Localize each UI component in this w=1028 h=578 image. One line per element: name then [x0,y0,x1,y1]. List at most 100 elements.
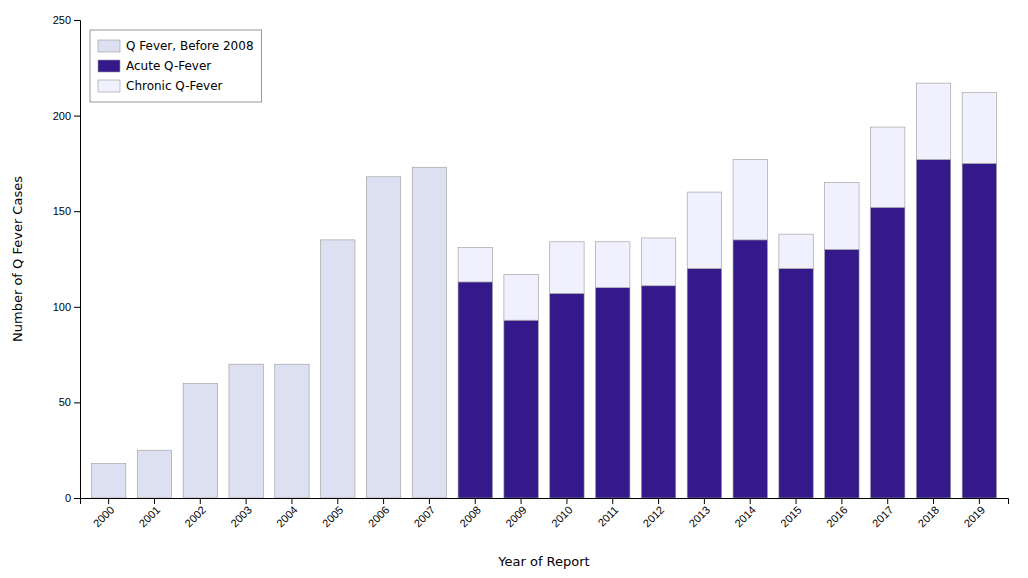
bar [596,242,630,288]
tick-mark [566,498,567,504]
tick-mark [933,498,934,504]
legend-swatch [98,80,120,92]
bar [687,192,721,268]
bar-series [91,167,446,498]
bar [183,383,217,384]
tick-mark [979,498,980,504]
tick-mark [74,307,80,308]
tick-label: 150 [53,205,71,217]
tick-mark [796,498,797,504]
tick: 0 [65,492,80,504]
bar [596,288,630,498]
tick-mark [475,498,476,504]
bar [458,248,492,282]
tick: 2018 [916,498,942,529]
tick-label: 2007 [411,504,437,530]
tick: 2019 [961,498,987,529]
tick-mark [841,498,842,504]
tick-mark [887,498,888,504]
bar [412,167,446,498]
tick-label: 2005 [320,504,346,530]
tick-label: 2014 [732,504,758,530]
tick: 2012 [641,498,667,529]
bar [412,167,446,168]
tick: 2003 [228,498,254,529]
tick-label: 100 [53,301,71,313]
tick-mark [750,498,751,504]
tick-label: 2002 [182,504,208,530]
tick-label: 2016 [824,504,850,530]
chart: 2000200120022003200420052006200720082009… [0,0,1028,578]
x-axis-title: Year of Report [497,554,589,569]
tick-label: 2010 [549,504,575,530]
bar [183,383,217,384]
bar [687,269,721,498]
tick-label: 250 [53,14,71,26]
bar [137,450,171,498]
tick-label: 2013 [686,504,712,530]
bar [779,269,813,498]
bar [458,282,492,498]
tick: 2004 [274,498,300,529]
bar [229,364,263,498]
bar [962,163,996,498]
tick: 2002 [182,498,208,529]
legend-box [90,30,262,102]
bar [550,242,584,294]
bar [183,383,217,498]
tick: 2013 [686,498,712,529]
tick-label: 2001 [136,504,162,530]
tick: 2016 [824,498,850,529]
bar [733,160,767,240]
bar [916,160,950,498]
bar [871,207,905,498]
bar [641,238,675,286]
bar [412,167,446,168]
bar [321,239,355,240]
tick-label: 50 [59,396,71,408]
bar [137,450,171,451]
legend-label: Chronic Q-Fever [126,79,223,93]
bar [366,177,400,498]
tick-label: 2018 [916,504,942,530]
bar [962,93,996,164]
bar [733,240,767,498]
tick-mark [154,498,155,504]
tick-mark [658,498,659,504]
bar-series [458,83,996,320]
tick-mark [200,498,201,504]
tick: 2001 [136,498,162,529]
axis-line [74,21,81,499]
bar [504,274,538,320]
tick-label: 2012 [641,504,667,530]
tick: 2010 [549,498,575,529]
tick: 2015 [778,498,804,529]
bar [91,464,125,498]
tick-mark [74,402,80,403]
bar [641,286,675,498]
tick-label: 2003 [228,504,254,530]
tick-label: 0 [65,492,71,504]
bar [779,234,813,268]
x-axis: 2000200120022003200420052006200720082009… [81,498,1009,529]
tick-label: 2009 [503,504,529,530]
tick-mark [383,498,384,504]
tick-label: 200 [53,110,71,122]
bar [275,364,309,365]
tick: 2005 [320,498,346,529]
axis-line [81,499,1009,505]
bar-series [458,160,996,498]
bar [91,463,125,464]
bar [916,83,950,159]
tick: 150 [53,205,80,217]
tick: 100 [53,301,80,313]
legend-label: Acute Q-Fever [126,59,211,73]
tick-label: 2000 [91,504,117,530]
tick-label: 2011 [595,504,620,529]
bar [504,320,538,498]
tick-mark [337,498,338,504]
tick-mark [74,211,80,212]
tick: 2008 [457,498,483,529]
bar [275,364,309,365]
legend-swatch [98,40,120,52]
